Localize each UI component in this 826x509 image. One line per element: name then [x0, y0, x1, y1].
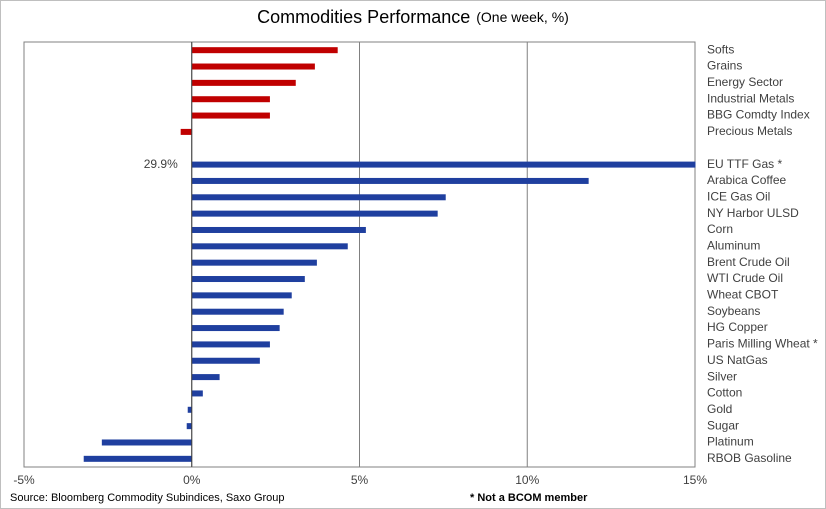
- category-label: WTI Crude Oil: [707, 271, 783, 285]
- bar: [191, 374, 220, 381]
- bar: [83, 455, 192, 462]
- category-label: Aluminum: [707, 238, 760, 252]
- title: Commodities Performance (One week, %): [257, 7, 569, 27]
- chart-subtitle: (One week, %): [476, 9, 569, 25]
- category-label: Corn: [707, 222, 733, 236]
- category-label: Silver: [707, 369, 737, 383]
- x-tick-label: -5%: [13, 473, 35, 487]
- x-tick-label: 10%: [515, 473, 539, 487]
- bar: [186, 423, 192, 430]
- bar: [101, 439, 192, 446]
- category-label: Precious Metals: [707, 124, 792, 138]
- bar: [191, 325, 280, 332]
- source: Source: Bloomberg Commodity Subindices, …: [10, 492, 285, 504]
- category-label: US NatGas: [707, 353, 768, 367]
- category-label: RBOB Gasoline: [707, 451, 792, 465]
- x-tick-label: 0%: [183, 473, 201, 487]
- bar: [191, 308, 284, 315]
- category-label: Wheat CBOT: [707, 288, 779, 302]
- x-tick-label: 5%: [351, 473, 369, 487]
- bar: [191, 112, 270, 119]
- category-label: ICE Gas Oil: [707, 189, 770, 203]
- bar: [191, 177, 589, 184]
- bar: [191, 357, 260, 364]
- bars: [83, 47, 696, 462]
- bar: [191, 79, 296, 86]
- bar: [191, 47, 338, 54]
- bar: [191, 259, 317, 266]
- bar: [191, 96, 270, 103]
- bar: [191, 194, 446, 201]
- bar: [191, 243, 348, 250]
- category-label: Paris Milling Wheat *: [707, 337, 818, 351]
- category-label: Brent Crude Oil: [707, 255, 790, 269]
- category-label: Cotton: [707, 386, 742, 400]
- x-tick-label: 15%: [683, 473, 707, 487]
- category-label: Energy Sector: [707, 75, 783, 89]
- category-label: NY Harbor ULSD: [707, 206, 799, 220]
- value-label: 29.9%: [144, 157, 178, 171]
- category-label: Industrial Metals: [707, 91, 794, 105]
- category-label: Platinum: [707, 435, 754, 449]
- category-label: EU TTF Gas *: [707, 157, 782, 171]
- bar: [191, 276, 305, 283]
- category-label: Grains: [707, 59, 742, 73]
- bar: [187, 406, 192, 413]
- category-label: Soybeans: [707, 304, 760, 318]
- category-label: Arabica Coffee: [707, 173, 786, 187]
- bar: [191, 390, 203, 397]
- bar: [191, 63, 315, 70]
- category-label: BBG Comdty Index: [707, 108, 810, 122]
- category-label: Softs: [707, 42, 734, 56]
- category-label: Gold: [707, 402, 732, 416]
- bar: [191, 341, 270, 348]
- bar: [180, 128, 192, 135]
- bar: [191, 161, 696, 168]
- bar: [191, 292, 292, 299]
- bar: [191, 226, 366, 233]
- category-label: HG Copper: [707, 320, 768, 334]
- category-label: Sugar: [707, 418, 739, 432]
- chart-title: Commodities Performance: [257, 7, 470, 27]
- note: * Not a BCOM member: [470, 492, 588, 504]
- bar: [191, 210, 438, 217]
